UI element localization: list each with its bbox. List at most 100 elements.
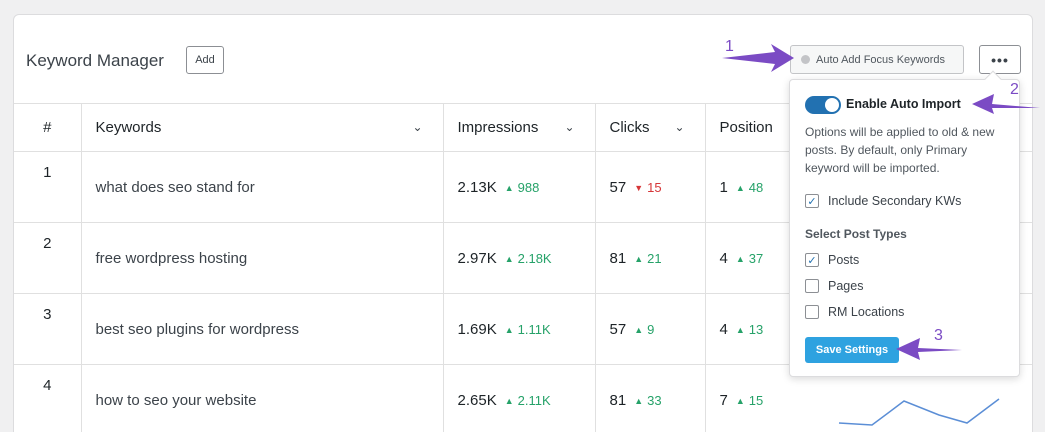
- include-secondary-checkbox[interactable]: ✓: [805, 194, 819, 208]
- enable-auto-import-toggle[interactable]: [805, 96, 841, 114]
- impressions-value: 2.97K: [457, 249, 497, 267]
- chevron-down-icon: ⌄: [674, 120, 685, 134]
- row-number-text: 3: [43, 306, 52, 323]
- include-secondary-checkbox-row[interactable]: ✓ Include Secondary KWs: [805, 194, 961, 208]
- auto-import-description: Options will be applied to old & new pos…: [805, 125, 995, 175]
- trend-up-icon: ▲: [735, 395, 745, 406]
- delta-value: 988: [517, 179, 540, 195]
- post-type-pages-checkbox[interactable]: [805, 279, 819, 293]
- include-secondary-label: Include Secondary KWs: [828, 194, 962, 208]
- keyword-cell: free wordpress hosting: [81, 222, 444, 294]
- delta-value: 15: [647, 179, 662, 195]
- auto-add-focus-keywords-button[interactable]: Auto Add Focus Keywords: [790, 45, 964, 74]
- trend-up-icon: ▲: [504, 324, 514, 335]
- keyword-text[interactable]: free wordpress hosting: [95, 249, 248, 267]
- impressions-delta: ▲ 2.18K: [505, 251, 552, 266]
- status-dot-icon: [801, 55, 810, 64]
- post-type-posts-checkbox[interactable]: ✓: [805, 253, 819, 267]
- annotation-arrow-3: [896, 338, 962, 360]
- clicks-value: 81: [609, 391, 627, 409]
- row-number: 3: [14, 293, 82, 365]
- clicks-delta: ▼ 15: [634, 180, 661, 195]
- column-label: Position: [719, 119, 773, 136]
- position-value: 7: [719, 391, 728, 409]
- position-value: 4: [719, 249, 728, 267]
- annotation-number-2: 2: [1010, 81, 1019, 98]
- annotation-number-3: 3: [934, 327, 943, 344]
- post-types-section-title: Select Post Types: [805, 227, 907, 241]
- post-type-posts-row[interactable]: ✓ Posts: [805, 253, 859, 267]
- annotation-arrow-2: [972, 94, 1040, 114]
- position-delta: ▲ 37: [736, 251, 763, 266]
- more-options-button[interactable]: •••: [979, 45, 1021, 74]
- row-number: 1: [14, 151, 82, 223]
- chevron-down-icon: ⌄: [412, 120, 423, 134]
- delta-value: 21: [647, 250, 662, 266]
- post-type-label: Posts: [828, 253, 860, 267]
- chevron-down-icon: ⌄: [564, 120, 575, 134]
- keyword-text[interactable]: best seo plugins for wordpress: [95, 320, 299, 338]
- auto-import-popup: Enable Auto Import Options will be appli…: [789, 70, 1020, 377]
- clicks-cell: 81 ▲ 33: [595, 364, 706, 432]
- position-value: 4: [719, 320, 728, 338]
- post-type-rm-locations-row[interactable]: RM Locations: [805, 305, 904, 319]
- clicks-cell: 81 ▲ 21: [595, 222, 706, 294]
- impressions-value: 2.13K: [457, 178, 497, 196]
- clicks-delta: ▲ 33: [634, 393, 661, 408]
- post-type-label: RM Locations: [828, 305, 905, 319]
- impressions-value: 2.65K: [457, 391, 497, 409]
- column-header-keywords[interactable]: Keywords ⌄: [81, 103, 444, 152]
- add-button[interactable]: Add: [186, 46, 224, 74]
- row-number-text: 1: [43, 164, 52, 181]
- delta-value: 13: [748, 321, 764, 337]
- impressions-cell: 2.97K ▲ 2.18K: [443, 222, 596, 294]
- column-label: Impressions: [457, 119, 539, 136]
- clicks-cell: 57 ▲ 9: [595, 293, 706, 365]
- position-delta: ▲ 48: [736, 180, 763, 195]
- delta-value: 33: [647, 392, 662, 408]
- row-number-text: 2: [43, 235, 52, 252]
- column-header-impressions[interactable]: Impressions ⌄: [443, 103, 596, 152]
- post-type-pages-row[interactable]: Pages: [805, 279, 863, 293]
- clicks-delta: ▲ 21: [634, 251, 661, 266]
- impressions-delta: ▲ 988: [505, 180, 540, 195]
- post-type-label: Pages: [828, 279, 864, 293]
- keyword-cell: what does seo stand for: [81, 151, 444, 223]
- delta-value: 9: [647, 321, 655, 337]
- page-title: Keyword Manager: [26, 51, 164, 70]
- trend-up-icon: ▲: [634, 253, 644, 264]
- clicks-value: 57: [609, 320, 627, 338]
- post-type-rm-locations-checkbox[interactable]: [805, 305, 819, 319]
- auto-add-label: Auto Add Focus Keywords: [816, 53, 946, 66]
- impressions-cell: 1.69K ▲ 1.11K: [443, 293, 596, 365]
- trend-up-icon: ▲: [735, 182, 745, 193]
- position-value: 1: [719, 178, 728, 196]
- impressions-value: 1.69K: [457, 320, 497, 338]
- delta-value: 15: [748, 392, 764, 408]
- delta-value: 37: [748, 250, 764, 266]
- keyword-cell: how to seo your website: [81, 364, 444, 432]
- trend-up-icon: ▲: [634, 395, 644, 406]
- row-number: 2: [14, 222, 82, 294]
- toggle-knob: [825, 98, 839, 112]
- keyword-text[interactable]: what does seo stand for: [95, 178, 255, 196]
- clicks-value: 57: [609, 178, 627, 196]
- column-header-number: #: [14, 103, 82, 152]
- column-label: Clicks: [609, 119, 650, 136]
- trend-up-icon: ▲: [504, 182, 514, 193]
- annotation-number-1: 1: [725, 38, 734, 55]
- trend-up-icon: ▲: [504, 395, 514, 406]
- row-number: 4: [14, 364, 82, 432]
- keyword-text[interactable]: how to seo your website: [95, 391, 257, 409]
- clicks-delta: ▲ 9: [634, 322, 654, 337]
- column-header-clicks[interactable]: Clicks ⌄: [595, 103, 706, 152]
- trend-up-icon: ▲: [504, 253, 514, 264]
- impressions-delta: ▲ 2.11K: [505, 393, 551, 408]
- save-settings-button[interactable]: Save Settings: [805, 337, 899, 363]
- trend-up-icon: ▲: [735, 253, 745, 264]
- position-trend-sparkline: [838, 398, 1000, 426]
- position-delta: ▲ 13: [736, 322, 763, 337]
- header: Keyword Manager Add Auto Add Focus Keywo…: [14, 15, 1032, 103]
- delta-value: 48: [748, 179, 764, 195]
